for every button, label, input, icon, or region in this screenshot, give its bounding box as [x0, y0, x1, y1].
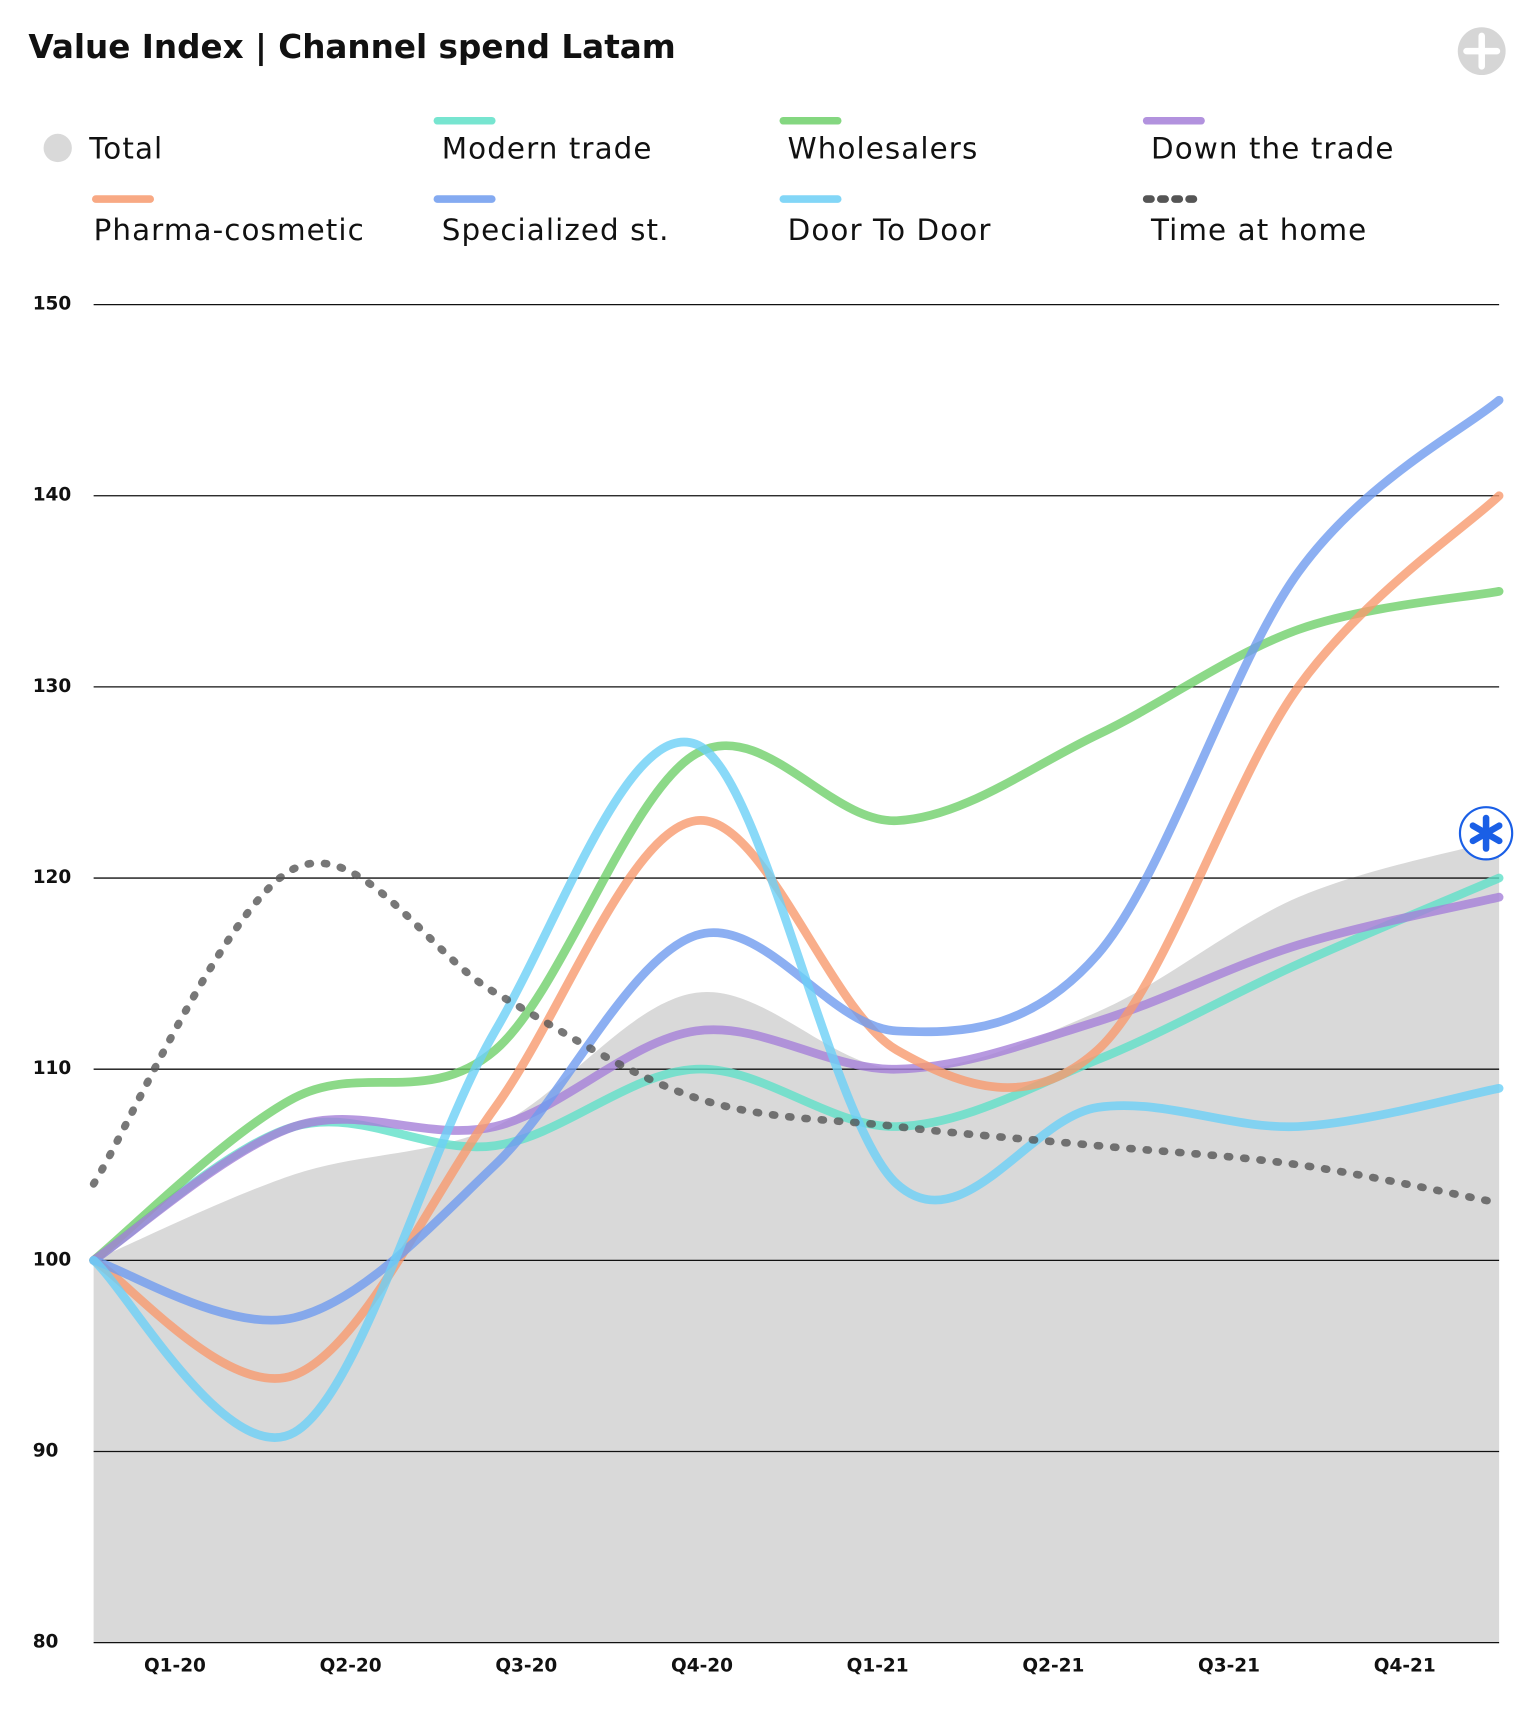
x-tick-label: Q1-20	[144, 1656, 206, 1677]
legend-label: Total	[88, 132, 163, 166]
y-tick-label: 100	[33, 1249, 72, 1270]
legend-label: Time at home	[1150, 213, 1367, 247]
x-tick-label: Q2-21	[1022, 1656, 1084, 1677]
total-marker	[1458, 806, 1514, 861]
x-tick-label: Q4-21	[1374, 1656, 1436, 1677]
legend-item: Pharma-cosmetic	[91, 195, 365, 247]
series-line	[89, 737, 1504, 1442]
legend-item: Time at home	[1142, 195, 1367, 247]
legend-label: Specialized st.	[442, 213, 670, 247]
legend-item: Specialized st.	[433, 195, 670, 247]
y-tick-label: 120	[33, 867, 72, 888]
y-tick-label: 150	[33, 294, 72, 315]
legend-swatch	[43, 133, 72, 163]
legend-label: Pharma-cosmetic	[94, 213, 365, 247]
y-tick-label: 80	[33, 1632, 59, 1653]
series-line	[89, 892, 1504, 1265]
legend-item: Wholesalers	[779, 116, 979, 166]
series-line	[89, 859, 1503, 1207]
legend-item: Down the trade	[1142, 116, 1395, 166]
y-tick-label: 90	[33, 1440, 59, 1461]
legend-item: Door To Door	[779, 195, 992, 247]
chart-title: Value Index | Channel spend Latam	[28, 28, 675, 67]
x-tick-label: Q3-21	[1198, 1656, 1260, 1677]
y-tick-label: 110	[33, 1058, 72, 1079]
y-tick-label: 130	[33, 676, 72, 697]
x-tick-label: Q3-20	[495, 1656, 557, 1677]
x-tick-label: Q4-20	[671, 1656, 733, 1677]
legend-item: Modern trade	[433, 116, 653, 166]
legend-label: Door To Door	[788, 213, 992, 247]
legend-label: Wholesalers	[788, 132, 979, 166]
legend-label: Down the trade	[1151, 132, 1395, 166]
legend-label: Modern trade	[442, 132, 653, 166]
x-tick-label: Q1-21	[847, 1656, 909, 1677]
add-button[interactable]	[1457, 27, 1506, 76]
x-tick-label: Q2-20	[320, 1656, 382, 1677]
y-tick-label: 140	[33, 485, 72, 506]
marker-star	[1469, 822, 1503, 845]
legend-item: Total	[43, 132, 163, 166]
series-line	[89, 395, 1504, 1325]
series-line	[89, 491, 1504, 1383]
